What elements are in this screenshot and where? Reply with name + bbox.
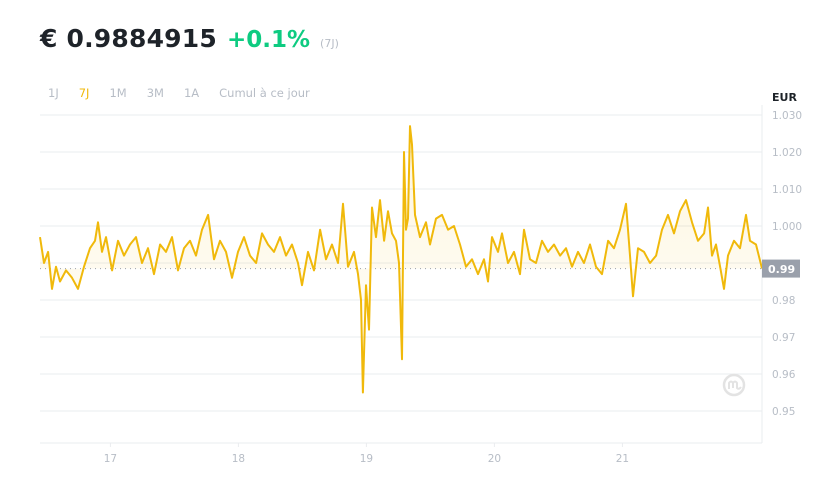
- change-period: (7J): [320, 37, 339, 50]
- x-tick-label: 19: [360, 453, 373, 465]
- tab-1j[interactable]: 1J: [48, 86, 59, 100]
- tab-1a[interactable]: 1A: [183, 86, 200, 100]
- price-change-percent: +0.1%: [226, 27, 311, 53]
- tab-7j[interactable]: 7J: [78, 86, 90, 100]
- current-price-badge-label: 0.99: [768, 263, 795, 276]
- y-tick-label: 0.95: [772, 406, 795, 418]
- current-price: € 0.9884915: [40, 24, 217, 53]
- y-tick-label: 1.030: [772, 110, 802, 122]
- tab-ytd[interactable]: Cumul à ce jour: [219, 86, 310, 100]
- price-line: [39, 125, 763, 394]
- coinmarketcap-logo-icon: [722, 373, 746, 397]
- y-tick-label: 0.98: [772, 295, 795, 307]
- price-header: € 0.9884915 +0.1% (7J): [40, 24, 339, 53]
- current-price-badge: [762, 259, 800, 278]
- timeframe-tabs: 1J 7J 1M 3M 1A Cumul à ce jour: [48, 86, 330, 100]
- x-tick-label: 20: [488, 453, 501, 465]
- y-tick-label: 1.010: [772, 184, 802, 196]
- y-tick-label: 0.96: [772, 369, 796, 381]
- tab-3m[interactable]: 3M: [146, 86, 164, 100]
- y-tick-label: 0.97: [772, 332, 795, 344]
- y-tick-label: 1.020: [772, 147, 802, 159]
- x-tick-label: 17: [104, 453, 117, 465]
- currency-unit-label: EUR: [772, 91, 797, 104]
- x-tick-label: 21: [616, 453, 629, 465]
- y-tick-label: 1.000: [772, 221, 802, 233]
- tab-1m[interactable]: 1M: [109, 86, 127, 100]
- price-area-fill: [40, 126, 762, 393]
- x-tick-label: 18: [232, 453, 245, 465]
